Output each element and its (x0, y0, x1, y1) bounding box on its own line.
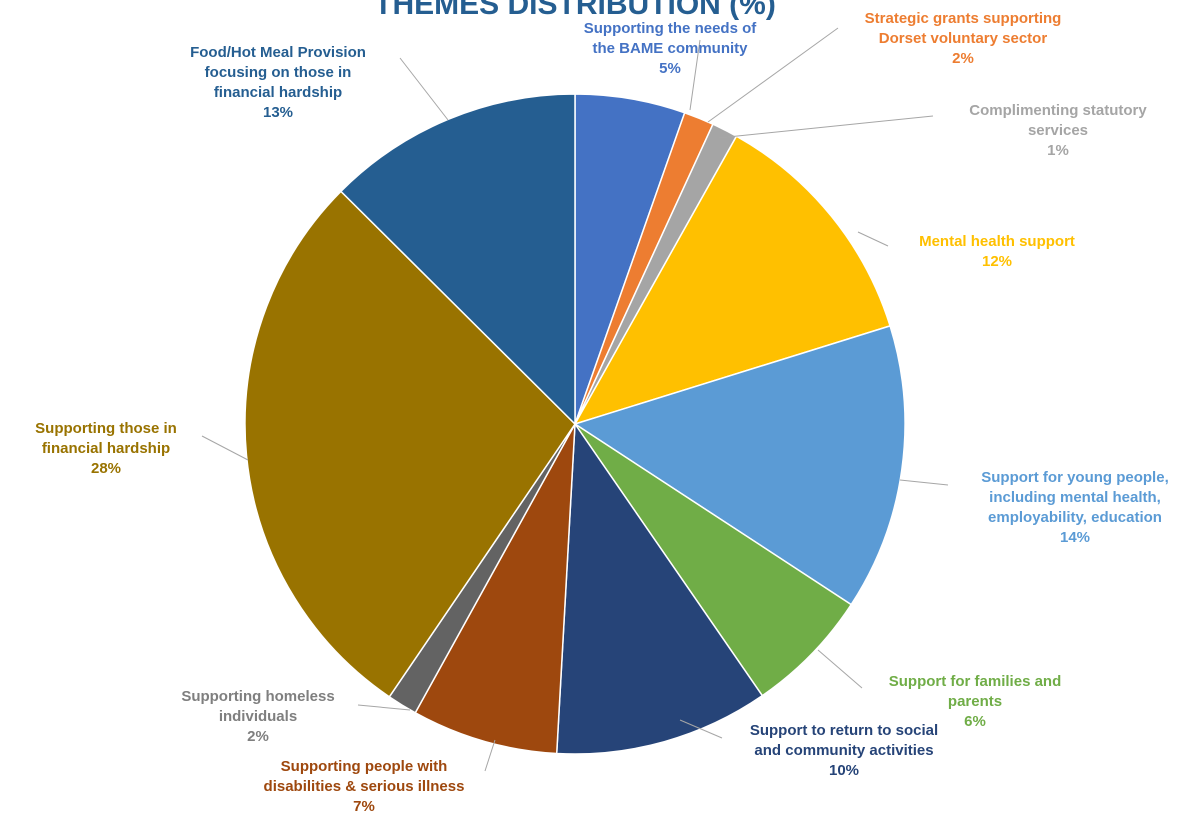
slice-label-2-line-1: services (1028, 122, 1088, 139)
slice-value-label-8: 2% (247, 728, 269, 745)
slice-value-label-5: 6% (964, 713, 986, 730)
slice-value-label-2: 1% (1047, 142, 1069, 159)
slice-value-label-1: 2% (952, 50, 974, 67)
leader-line-5 (817, 649, 863, 689)
slice-label-4-line-2: employability, education (988, 509, 1162, 526)
slice-label-8-line-0: Supporting homeless (181, 688, 334, 705)
slice-value-label-3: 12% (982, 253, 1012, 270)
slice-labels: Supporting the needs of the BAME communit… (35, 10, 1169, 815)
leader-line-7 (484, 739, 496, 772)
pie-slice-9 (244, 190, 576, 698)
leader-line-8 (357, 704, 411, 711)
slice-label-10-line-0: Food/Hot Meal Provision (190, 44, 366, 61)
slice-label-4-line-0: Support for young people, (981, 469, 1169, 486)
slice-label-7-line-0: Supporting people with (281, 758, 448, 775)
slice-label-3-line-0: Mental health support (919, 233, 1075, 250)
slice-label-5-line-1: parents (948, 693, 1002, 710)
leader-line-0 (689, 39, 701, 111)
leader-line-9 (201, 435, 249, 461)
pie-slices (244, 93, 906, 755)
leader-line-1 (707, 27, 839, 123)
slice-label-4-line-1: including mental health, (989, 489, 1161, 506)
slice-label-8-line-1: individuals (219, 708, 297, 725)
leader-line-10 (399, 57, 449, 121)
slice-value-label-6: 10% (829, 762, 859, 779)
pie-slice-5 (574, 423, 853, 697)
chart-title: THEMES DISTRIBUTION (%) (374, 0, 776, 21)
leader-line-4 (899, 479, 949, 486)
slice-value-label-4: 14% (1060, 529, 1090, 546)
pie-slice-6 (555, 421, 764, 755)
pie-slice-10 (339, 93, 576, 426)
slice-label-10-line-2: financial hardship (214, 84, 342, 101)
slice-value-label-0: 5% (659, 60, 681, 77)
leader-line-3 (857, 231, 889, 247)
slice-label-10-line-1: focusing on those in (205, 64, 352, 81)
slice-label-1-line-1: Dorset voluntary sector (879, 30, 1048, 47)
slice-value-label-10: 13% (263, 104, 293, 121)
slice-label-2-line-0: Complimenting statutory (969, 102, 1147, 119)
slice-label-6-line-0: Support to return to social (750, 722, 938, 739)
slice-label-7-line-1: disabilities & serious illness (264, 778, 465, 795)
slice-label-5-line-0: Support for families and (889, 673, 1062, 690)
slice-label-9-line-1: financial hardship (42, 440, 170, 457)
leader-line-2 (717, 115, 934, 139)
slice-value-label-9: 28% (91, 460, 121, 477)
pie-slice-7 (414, 423, 576, 755)
slice-label-0-line-1: the BAME community (592, 40, 748, 57)
slice-value-label-7: 7% (353, 798, 375, 815)
slice-label-9-line-0: Supporting those in (35, 420, 177, 437)
slice-label-0-line-0: Supporting the needs of (584, 20, 757, 37)
leader-line-6 (679, 719, 723, 739)
slice-label-6-line-1: and community activities (754, 742, 933, 759)
slice-label-1-line-0: Strategic grants supporting (865, 10, 1062, 27)
pie-slice-4 (573, 324, 906, 606)
leader-lines (201, 27, 949, 772)
pie-slice-3 (573, 135, 892, 426)
